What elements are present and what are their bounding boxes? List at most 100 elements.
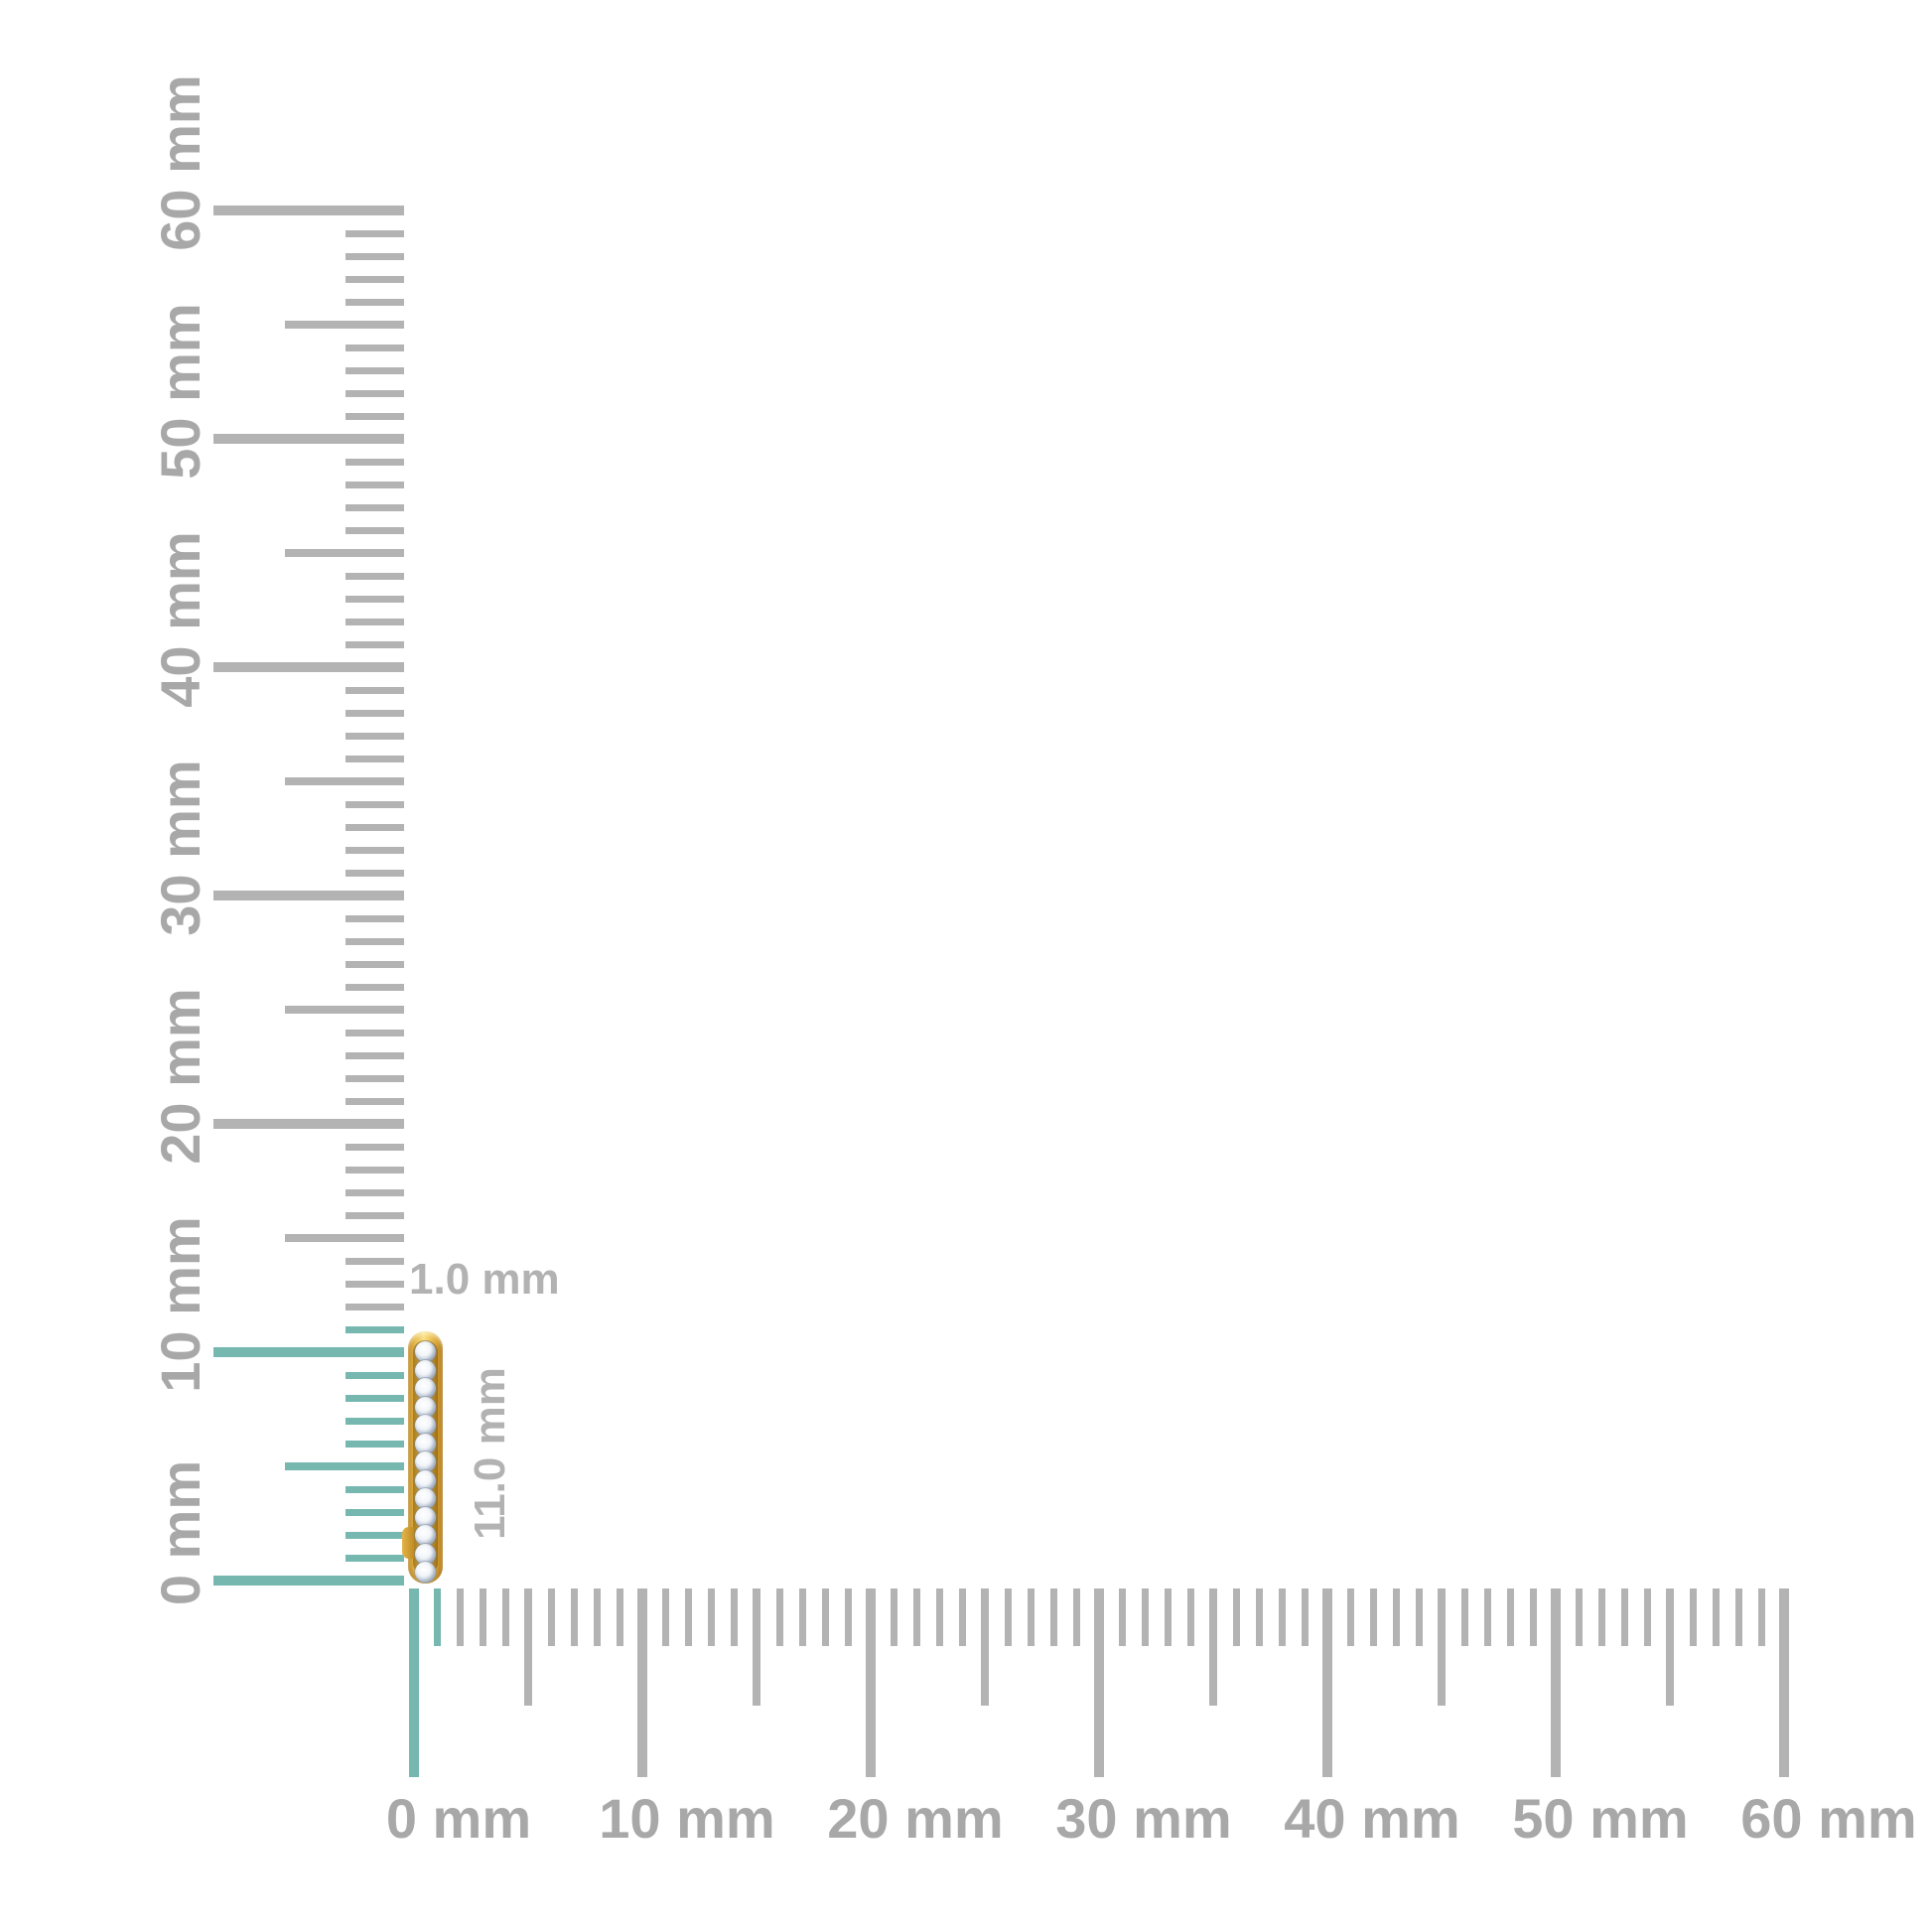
h-tick-6mm bbox=[548, 1588, 555, 1646]
h-tick-38mm bbox=[1279, 1588, 1286, 1646]
h-tick-5mm bbox=[524, 1588, 532, 1706]
h-tick-15mm bbox=[753, 1588, 760, 1706]
v-tick-55mm bbox=[285, 321, 404, 329]
v-ruler-label-0mm: 0 mm bbox=[149, 1459, 211, 1606]
h-ruler-label-50mm: 50 mm bbox=[1512, 1787, 1689, 1850]
h-tick-46mm bbox=[1461, 1588, 1468, 1646]
v-tick-50mm bbox=[213, 434, 404, 444]
h-tick-40mm bbox=[1322, 1588, 1332, 1777]
v-tick-23mm bbox=[345, 1052, 404, 1059]
v-tick-24mm bbox=[345, 1030, 404, 1036]
diamond-9 bbox=[415, 1488, 436, 1509]
diamond-10 bbox=[415, 1507, 436, 1528]
v-tick-41mm bbox=[345, 641, 404, 648]
v-tick-53mm bbox=[345, 367, 404, 374]
h-tick-42mm bbox=[1370, 1588, 1377, 1646]
h-tick-33mm bbox=[1165, 1588, 1172, 1646]
v-tick-56mm bbox=[345, 299, 404, 306]
h-tick-28mm bbox=[1050, 1588, 1057, 1646]
v-tick-22mm bbox=[345, 1075, 404, 1082]
v-tick-25mm bbox=[285, 1006, 404, 1014]
h-tick-35mm bbox=[1209, 1588, 1217, 1706]
h-tick-39mm bbox=[1302, 1588, 1309, 1646]
h-tick-56mm bbox=[1690, 1588, 1697, 1646]
v-tick-2mm bbox=[345, 1532, 404, 1539]
h-tick-24mm bbox=[959, 1588, 966, 1646]
h-ruler-label-20mm: 20 mm bbox=[827, 1787, 1004, 1850]
h-tick-30mm bbox=[1094, 1588, 1104, 1777]
earring-hinge-notch bbox=[402, 1527, 414, 1559]
v-ruler-label-30mm: 30 mm bbox=[149, 759, 211, 936]
v-tick-0mm bbox=[213, 1576, 404, 1586]
h-tick-37mm bbox=[1256, 1588, 1263, 1646]
h-tick-19mm bbox=[845, 1588, 852, 1646]
diamond-3 bbox=[415, 1378, 436, 1399]
v-tick-39mm bbox=[345, 687, 404, 694]
h-tick-29mm bbox=[1073, 1588, 1080, 1646]
h-tick-18mm bbox=[822, 1588, 829, 1646]
h-tick-59mm bbox=[1758, 1588, 1765, 1646]
h-ruler-label-0mm: 0 mm bbox=[385, 1787, 532, 1850]
v-tick-49mm bbox=[345, 459, 404, 466]
v-tick-9mm bbox=[345, 1372, 404, 1379]
v-tick-59mm bbox=[345, 230, 404, 237]
h-tick-34mm bbox=[1187, 1588, 1194, 1646]
v-tick-47mm bbox=[345, 504, 404, 511]
diamond-5 bbox=[415, 1415, 436, 1436]
v-ruler-label-10mm: 10 mm bbox=[149, 1216, 211, 1393]
v-tick-44mm bbox=[345, 573, 404, 580]
v-tick-42mm bbox=[345, 619, 404, 625]
h-tick-50mm bbox=[1551, 1588, 1561, 1777]
h-tick-60mm bbox=[1779, 1588, 1789, 1777]
v-tick-33mm bbox=[345, 824, 404, 831]
h-tick-32mm bbox=[1142, 1588, 1149, 1646]
h-tick-45mm bbox=[1438, 1588, 1446, 1706]
h-tick-2mm bbox=[457, 1588, 464, 1646]
v-tick-15mm bbox=[285, 1234, 404, 1242]
diamond-2 bbox=[415, 1360, 436, 1381]
v-tick-57mm bbox=[345, 276, 404, 283]
h-tick-57mm bbox=[1713, 1588, 1720, 1646]
diamond-13 bbox=[415, 1562, 436, 1583]
h-tick-27mm bbox=[1028, 1588, 1035, 1646]
h-tick-17mm bbox=[799, 1588, 806, 1646]
h-tick-25mm bbox=[981, 1588, 989, 1706]
v-tick-35mm bbox=[285, 777, 404, 785]
v-tick-60mm bbox=[213, 206, 404, 215]
h-tick-23mm bbox=[936, 1588, 943, 1646]
diamond-4 bbox=[415, 1397, 436, 1418]
v-tick-5mm bbox=[285, 1462, 404, 1470]
v-tick-29mm bbox=[345, 915, 404, 922]
v-tick-34mm bbox=[345, 801, 404, 808]
v-tick-31mm bbox=[345, 870, 404, 877]
v-tick-54mm bbox=[345, 345, 404, 351]
v-tick-1mm bbox=[345, 1555, 404, 1562]
earring-image bbox=[402, 1331, 443, 1584]
v-tick-18mm bbox=[345, 1167, 404, 1173]
h-tick-22mm bbox=[913, 1588, 920, 1646]
v-tick-6mm bbox=[345, 1441, 404, 1448]
h-tick-43mm bbox=[1393, 1588, 1400, 1646]
h-tick-13mm bbox=[708, 1588, 715, 1646]
h-tick-36mm bbox=[1233, 1588, 1240, 1646]
v-tick-11mm bbox=[345, 1326, 404, 1333]
h-tick-47mm bbox=[1484, 1588, 1491, 1646]
v-tick-32mm bbox=[345, 847, 404, 854]
v-ruler-label-60mm: 60 mm bbox=[149, 74, 211, 251]
h-tick-11mm bbox=[662, 1588, 669, 1646]
h-tick-58mm bbox=[1735, 1588, 1742, 1646]
v-ruler-label-20mm: 20 mm bbox=[149, 988, 211, 1165]
v-tick-48mm bbox=[345, 482, 404, 488]
h-tick-26mm bbox=[1005, 1588, 1012, 1646]
h-tick-48mm bbox=[1507, 1588, 1514, 1646]
h-tick-10mm bbox=[637, 1588, 647, 1777]
h-tick-9mm bbox=[617, 1588, 623, 1646]
h-ruler-label-40mm: 40 mm bbox=[1284, 1787, 1460, 1850]
v-tick-10mm bbox=[213, 1347, 404, 1357]
diamond-7 bbox=[415, 1451, 436, 1472]
v-ruler-label-40mm: 40 mm bbox=[149, 531, 211, 708]
height-measurement-label: 11.0 mm bbox=[466, 1367, 514, 1540]
v-tick-3mm bbox=[345, 1509, 404, 1516]
v-tick-19mm bbox=[345, 1144, 404, 1151]
